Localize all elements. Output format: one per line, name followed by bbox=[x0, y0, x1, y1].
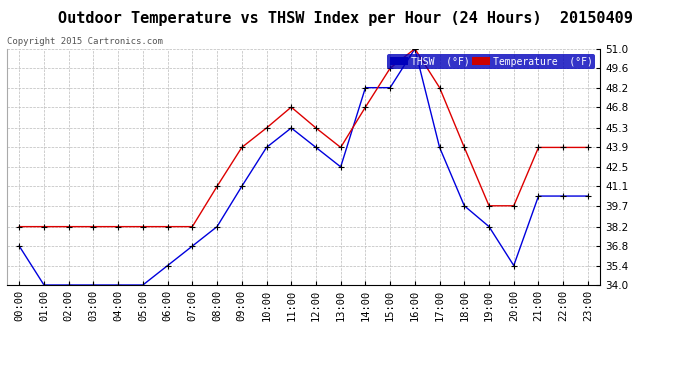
Text: Copyright 2015 Cartronics.com: Copyright 2015 Cartronics.com bbox=[7, 38, 163, 46]
Legend: THSW  (°F), Temperature  (°F): THSW (°F), Temperature (°F) bbox=[387, 54, 595, 69]
Text: Outdoor Temperature vs THSW Index per Hour (24 Hours)  20150409: Outdoor Temperature vs THSW Index per Ho… bbox=[57, 11, 633, 26]
